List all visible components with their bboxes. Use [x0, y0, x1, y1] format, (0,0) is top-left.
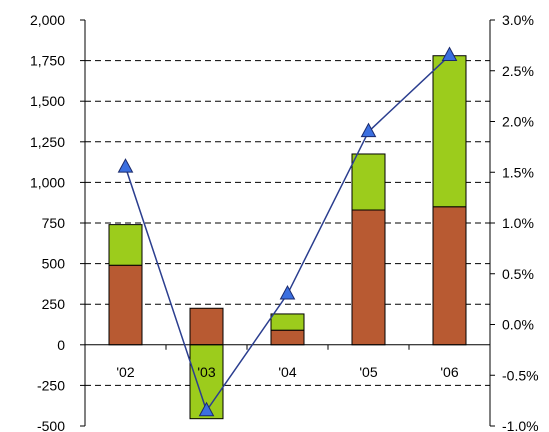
category-label: '02	[116, 364, 134, 380]
bar-segment-1	[108, 264, 143, 346]
left-tick-label: 2,000	[30, 12, 65, 28]
left-tick-label: 500	[42, 256, 66, 272]
bar-segment-1	[351, 209, 386, 346]
right-tick-label: 0.0%	[502, 317, 534, 333]
line-point	[441, 46, 458, 62]
line-point	[117, 158, 134, 173]
bar-segment-2	[108, 224, 143, 266]
bar-segment-2	[432, 55, 467, 208]
left-tick-label: 1,500	[30, 93, 65, 109]
left-tick-label: 1,250	[30, 134, 65, 150]
right-tick-label: 2.5%	[502, 63, 534, 79]
right-tick-label: -1.0%	[502, 418, 539, 432]
category-label: '04	[278, 364, 296, 380]
bar-segment-2	[351, 153, 386, 211]
left-tick-label: -500	[37, 418, 65, 432]
gridlines	[85, 60, 490, 386]
right-tick-label: -0.5%	[502, 367, 539, 383]
category-label: '05	[359, 364, 377, 380]
category-ticks: '02 '03 '04 '05 '06	[116, 364, 458, 380]
left-tick-label: -250	[37, 377, 65, 393]
bar-segment-1	[189, 307, 224, 346]
right-tick-label: 2.0%	[502, 114, 534, 130]
left-tick-label: 750	[42, 215, 66, 231]
category-label: '06	[440, 364, 458, 380]
bar-segment-1	[432, 206, 467, 346]
right-tick-label: 1.5%	[502, 164, 534, 180]
right-tick-label: 1.0%	[502, 215, 534, 231]
right-tick-label: 3.0%	[502, 12, 534, 28]
left-tick-label: 0	[57, 337, 65, 353]
right-tick-label: 0.5%	[502, 266, 534, 282]
line-point	[360, 122, 377, 138]
left-axis-ticks: 2,000 1,750 1,500 1,250 1,000 750 500 250 0 -250 -…	[30, 12, 65, 432]
line-point	[198, 401, 215, 417]
left-tick-label: 1,000	[30, 174, 65, 190]
axes	[80, 19, 495, 427]
left-tick-label: 1,750	[30, 53, 65, 69]
bar-segment-2	[270, 313, 305, 331]
line-point	[279, 284, 296, 300]
bar-segment-1	[270, 329, 305, 346]
right-axis-ticks: 3.0% 2.5% 2.0% 1.5% 1.0% 0.5% 0.0% -0.5% -1.0%	[502, 12, 539, 432]
series-line	[124, 54, 451, 413]
left-tick-label: 250	[42, 296, 66, 312]
line-series	[117, 46, 458, 417]
category-label: '03	[197, 364, 215, 380]
